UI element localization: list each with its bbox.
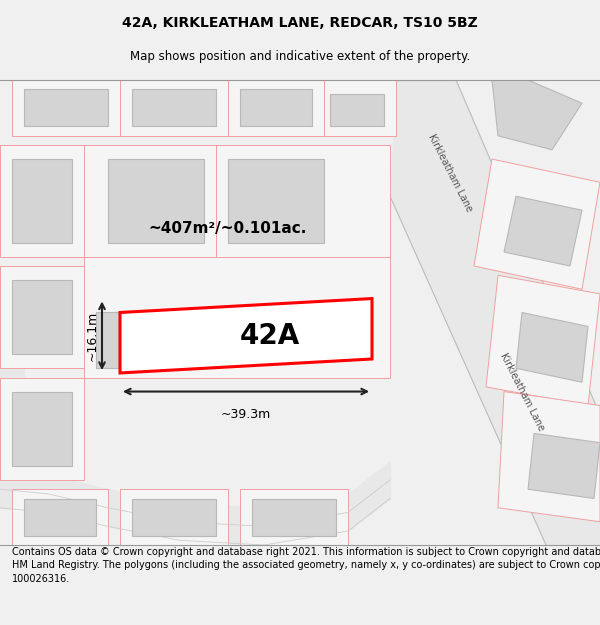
Text: ~39.3m: ~39.3m <box>221 408 271 421</box>
Bar <box>24 89 108 126</box>
Polygon shape <box>486 275 600 406</box>
Bar <box>108 159 204 242</box>
Polygon shape <box>498 391 600 522</box>
Bar <box>132 499 216 536</box>
Text: Contains OS data © Crown copyright and database right 2021. This information is : Contains OS data © Crown copyright and d… <box>12 547 600 584</box>
Bar <box>132 89 216 126</box>
Bar <box>240 89 312 126</box>
Polygon shape <box>516 312 588 382</box>
Polygon shape <box>120 489 228 545</box>
Bar <box>228 159 324 242</box>
Polygon shape <box>84 145 390 378</box>
Bar <box>252 499 336 536</box>
Polygon shape <box>474 159 600 289</box>
Text: ~407m²/~0.101ac.: ~407m²/~0.101ac. <box>149 221 307 236</box>
Polygon shape <box>0 145 84 257</box>
Bar <box>12 280 72 354</box>
Polygon shape <box>240 489 348 545</box>
Bar <box>96 312 156 368</box>
Text: 42A: 42A <box>240 322 300 350</box>
Polygon shape <box>120 299 372 373</box>
Bar <box>12 391 72 466</box>
Text: Map shows position and indicative extent of the property.: Map shows position and indicative extent… <box>130 49 470 62</box>
Text: 42A, KIRKLEATHAM LANE, REDCAR, TS10 5BZ: 42A, KIRKLEATHAM LANE, REDCAR, TS10 5BZ <box>122 16 478 30</box>
Polygon shape <box>12 489 108 545</box>
Polygon shape <box>504 196 582 266</box>
Bar <box>24 499 96 536</box>
Text: Kirkleatham Lane: Kirkleatham Lane <box>426 132 474 214</box>
Polygon shape <box>408 80 468 154</box>
Polygon shape <box>492 80 582 150</box>
Polygon shape <box>0 378 84 480</box>
Text: Kirkleatham Lane: Kirkleatham Lane <box>498 351 546 432</box>
Polygon shape <box>12 80 396 136</box>
Bar <box>12 159 72 242</box>
Polygon shape <box>390 80 600 545</box>
Bar <box>330 94 384 126</box>
Polygon shape <box>0 266 84 368</box>
Text: ~16.1m: ~16.1m <box>86 311 99 361</box>
Polygon shape <box>528 433 600 499</box>
